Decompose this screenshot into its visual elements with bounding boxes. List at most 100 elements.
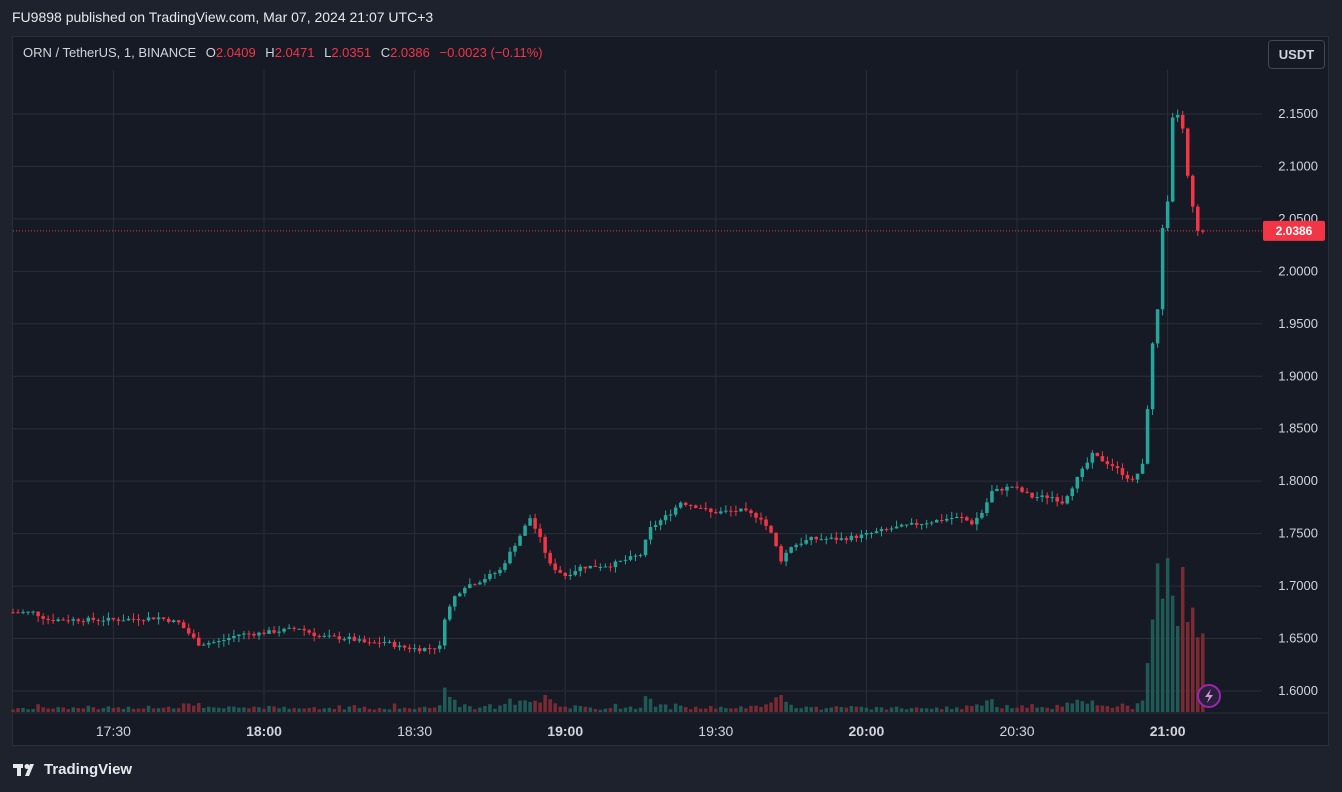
candle-body [739,508,743,512]
volume-bar [483,705,487,712]
volume-bar [1160,598,1165,712]
candle-body [1110,464,1115,467]
volume-bar [939,709,944,712]
candle-body [965,517,969,521]
candle-body [508,551,512,564]
last-price-badge-bg [1263,220,1325,241]
high-value: 2.0471 [274,45,315,60]
candle-body [623,559,628,561]
currency-button[interactable]: USDT [1268,40,1325,69]
volume-bar [1090,700,1095,712]
volume-bar [578,705,583,712]
candle-body [513,545,517,552]
volume-bar [427,708,432,712]
candle-body [699,507,703,509]
volume-bar [714,708,718,712]
volume-bar [51,708,55,712]
volume-bar [648,698,653,712]
volume-bar [764,704,768,712]
volume-bar [819,709,824,712]
time-tick-label: 19:00 [547,723,583,739]
candle-body [794,544,798,548]
candle-body [292,627,296,629]
candle-body [854,535,859,539]
candle-body [1105,461,1110,465]
candle-body [447,606,452,620]
candle-body [1160,228,1165,310]
candle-body [498,569,502,574]
candle-body [904,524,909,526]
volume-bar [593,708,598,712]
lightning-icon[interactable] [1197,684,1221,708]
candle-body [136,619,141,621]
chart-panel[interactable] [12,36,1329,746]
candle-body [995,488,999,492]
last-price-badge: 2.0386 [1263,220,1325,241]
candle-body [1170,117,1175,202]
volume-bar [975,704,979,712]
volume-bar [161,707,166,712]
volume-bar [1196,637,1200,712]
volume-bar [257,707,261,712]
volume-bar [222,708,226,712]
price-tick-label: 1.7500 [1278,526,1318,541]
candle-body [397,645,402,648]
candle-body [849,535,854,541]
candle-body [548,552,552,564]
volume-bar [191,705,196,712]
candle-body [488,573,492,580]
volume-bar [81,708,86,712]
candle-body [322,635,327,637]
candle-body [1155,309,1160,344]
candle-body [86,617,91,622]
candle-body [1120,468,1125,476]
symbol-label[interactable]: ORN / TetherUS, 1, BINANCE [23,45,197,60]
candle-body [217,641,221,643]
volume-bar [247,708,251,712]
candle-body [573,571,578,575]
volume-bar [633,708,638,712]
candle-body [56,619,60,622]
candle-body [402,645,407,648]
candle-body [628,556,633,560]
volume-bar [528,701,532,712]
volume-bar [1000,708,1004,712]
volume-bar [1120,703,1125,712]
volume-bar [1180,566,1185,712]
candle-body [1075,476,1080,489]
volume-bar [884,709,889,712]
candle-body [929,522,934,524]
candle-body [1040,495,1044,498]
candle-body [46,618,50,621]
candle-body [1015,486,1019,488]
volume-bar [86,705,91,712]
volume-bar [282,706,286,712]
volume-bar [558,706,562,712]
candle-body [131,618,136,620]
candle-body [493,573,497,575]
volume-bar [1075,699,1080,712]
candle-body [116,619,121,621]
volume-bar [739,706,743,712]
candle-body [272,630,276,633]
chart-grid [13,70,1328,714]
volume-bar [548,699,552,712]
candle-body [523,525,527,536]
footer-brand[interactable]: TradingView [13,761,132,778]
candle-body [894,526,899,529]
volume-bar [909,708,914,712]
volume-bar [929,708,934,712]
candle-body [950,517,954,519]
volume-bar [417,707,422,712]
volume-bar [683,707,688,712]
open-value: 2.0409 [215,45,256,60]
volume-bar [1045,707,1049,712]
volume-bar [789,704,793,712]
volume-bar [688,709,693,712]
candle-body [161,617,166,619]
volume-bar [111,707,116,712]
volume-bar [1065,702,1069,712]
candle-body [473,584,477,586]
candle-body [176,620,181,623]
